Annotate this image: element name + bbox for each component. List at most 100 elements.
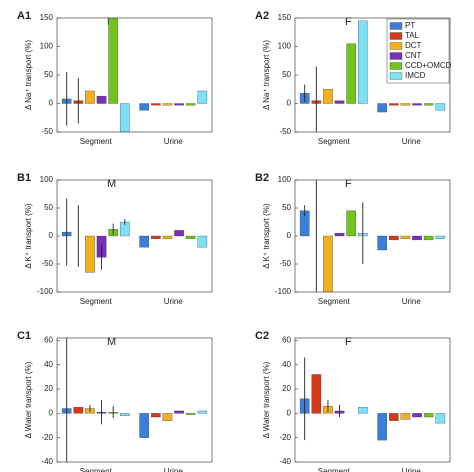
x-tick-label: Segment [318, 467, 351, 472]
y-tick-label: -40 [41, 457, 53, 466]
bar [400, 413, 411, 420]
bars [61, 18, 208, 132]
panel-label: C1 [17, 330, 31, 342]
axes-box [294, 337, 451, 463]
x-tick-label: Segment [80, 297, 113, 306]
bar [197, 90, 208, 104]
axes-box [56, 179, 213, 293]
bar [120, 103, 130, 132]
bar [120, 413, 130, 416]
panel: B1 M Δ K⁺ transport (%) -100 -50 0 50 100 Segmen… [17, 172, 213, 306]
bar [389, 103, 399, 106]
bars [61, 198, 208, 273]
panel: C1 M Δ Water transport (%) -40 -20 0 20 40 60 Seg… [17, 330, 213, 472]
bar [185, 235, 196, 239]
y-tick-label: 0 [49, 408, 54, 417]
legend-swatch [389, 22, 403, 30]
y-tick-label: 100 [40, 175, 54, 184]
bar [323, 89, 333, 104]
y-tick-label: -50 [279, 259, 291, 268]
bar [423, 413, 434, 418]
bar [435, 235, 446, 239]
bar [423, 235, 434, 241]
bar [435, 103, 446, 111]
y-tick-label: 60 [44, 336, 53, 345]
bar [162, 103, 173, 106]
bar [323, 235, 333, 292]
bar [423, 103, 434, 106]
legend-box [386, 18, 450, 84]
y-tick-label: 50 [282, 70, 291, 79]
legend-swatch [389, 72, 403, 80]
bar [151, 235, 161, 239]
bar [174, 410, 184, 414]
y-tick-label: -100 [37, 287, 54, 296]
y-axis-label: Δ Water transport (%) [24, 361, 33, 438]
y-tick-label: 20 [282, 384, 291, 393]
panel: B2 F Δ K⁺ transport (%) -100 -50 0 50 100 Segmen… [255, 172, 451, 306]
y-tick-label: 0 [287, 99, 292, 108]
bar [311, 374, 322, 414]
panel-label: B1 [17, 172, 31, 184]
y-axis-label: Δ K⁺ transport (%) [262, 203, 271, 268]
bar [334, 100, 345, 104]
y-tick-label: 40 [44, 360, 53, 369]
axes-box [294, 17, 451, 133]
x-tick-label: Segment [80, 137, 113, 146]
y-tick-label: 60 [282, 336, 291, 345]
x-tick-label: Segment [318, 297, 351, 306]
y-tick-label: 100 [278, 42, 292, 51]
y-tick-label: -50 [41, 259, 53, 268]
bar [185, 103, 196, 106]
bar [412, 413, 422, 418]
y-tick-label: 100 [40, 42, 54, 51]
bar [139, 413, 149, 438]
y-tick-label: 150 [40, 13, 54, 22]
legend-label: PT [405, 21, 415, 30]
bar [197, 410, 208, 414]
y-tick-label: -50 [41, 127, 53, 136]
legend-label: TAL [405, 31, 420, 40]
y-tick-label: 0 [287, 408, 292, 417]
bar [377, 413, 387, 441]
y-tick-label: 20 [44, 384, 53, 393]
bar [346, 43, 356, 104]
y-axis-label: Δ Na⁺ transport (%) [24, 40, 33, 110]
bar [377, 103, 387, 113]
bar [389, 413, 399, 421]
y-tick-label: -20 [279, 433, 291, 442]
bars [61, 338, 208, 462]
y-tick-label: -100 [275, 287, 292, 296]
panel-label: C2 [255, 330, 269, 342]
panel-sex: F [345, 178, 352, 190]
bar [377, 235, 387, 251]
x-tick-label: Urine [402, 297, 422, 306]
bar [412, 103, 422, 106]
bar [400, 235, 411, 239]
bar [96, 95, 107, 104]
bar [435, 413, 446, 424]
bars [299, 357, 446, 441]
bar [151, 103, 161, 106]
y-tick-label: 50 [44, 70, 53, 79]
bar [358, 407, 368, 414]
y-tick-label: -50 [279, 127, 291, 136]
x-tick-label: Segment [80, 467, 113, 472]
y-axis-label: Δ K⁺ transport (%) [24, 203, 33, 268]
bar [139, 103, 149, 111]
legend-swatch [389, 62, 403, 70]
y-axis-label: Δ Water transport (%) [262, 361, 271, 438]
bar [174, 230, 184, 237]
panel-label: A2 [255, 10, 269, 22]
bar [162, 235, 173, 239]
panel-label: B2 [255, 172, 269, 184]
bar [162, 413, 173, 421]
bar [73, 407, 84, 414]
x-tick-label: Segment [318, 137, 351, 146]
bar [358, 20, 368, 104]
bars [299, 20, 446, 132]
x-tick-label: Urine [402, 467, 422, 472]
legend-label: CCD+OMCD [405, 61, 452, 70]
bar [85, 235, 95, 273]
